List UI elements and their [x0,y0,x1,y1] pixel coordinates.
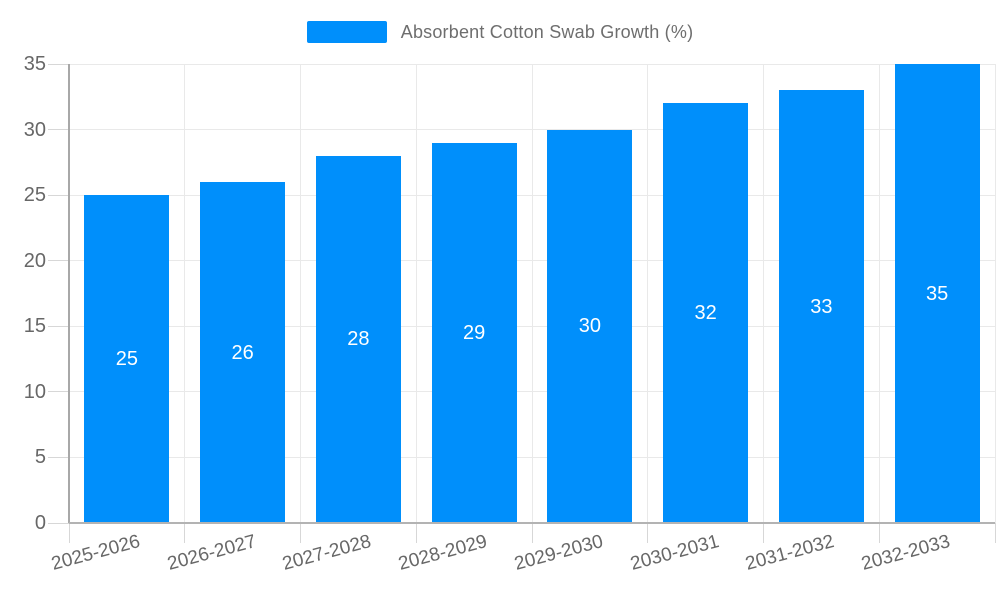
bar[interactable] [315,155,401,523]
bar[interactable] [547,129,633,523]
bar[interactable] [663,103,749,523]
y-axis-line [68,64,70,523]
x-axis-line [69,522,995,524]
y-axis-tick [48,63,69,65]
y-axis-label: 30 [23,118,46,141]
bar[interactable] [431,142,517,523]
bar-value-label: 28 [347,328,370,351]
y-axis-tick [48,260,69,262]
gridline-vertical [415,64,417,523]
y-axis-label: 25 [23,184,46,207]
gridline-vertical [531,64,533,523]
bar[interactable] [84,195,170,523]
bar[interactable] [200,182,286,523]
chart-legend[interactable]: Absorbent Cotton Swab Growth (%) [0,21,1000,43]
bar-value-label: 30 [578,315,601,338]
y-axis-label: 20 [23,249,46,272]
gridline-vertical [300,64,301,523]
x-axis-tick [763,523,764,543]
y-axis-label: 5 [34,446,46,469]
legend-swatch[interactable] [306,21,387,43]
gridline-vertical [647,64,649,523]
x-axis-tick [647,523,649,543]
bar-value-label: 35 [926,282,949,305]
y-axis-label: 0 [34,512,46,534]
y-axis-tick [48,391,69,393]
gridline-vertical [184,64,186,523]
x-axis-tick [531,523,533,543]
gridline-vertical [763,64,764,523]
x-axis-tick [878,523,880,543]
y-axis-tick [48,194,69,196]
bar-value-label: 25 [115,348,138,371]
gridline-vertical [994,64,996,523]
y-axis-label: 35 [23,53,46,75]
legend-label: Absorbent Cotton Swab Growth (%) [400,21,694,42]
bar-value-label: 29 [463,321,486,344]
x-axis-tick [994,523,996,543]
gridline-vertical [878,64,880,523]
y-axis-tick [48,129,69,131]
bar[interactable] [894,64,980,523]
x-axis-tick [415,523,417,543]
y-axis-tick [48,325,69,327]
y-axis-tick [48,456,69,458]
y-axis-tick [48,522,69,524]
x-axis-tick [184,523,186,543]
bar-value-label: 26 [231,341,254,364]
bar-value-label: 33 [810,295,833,318]
x-axis-tick [300,523,301,543]
y-axis-label: 15 [23,315,46,338]
x-axis-tick [68,523,70,543]
bar[interactable] [778,90,864,523]
y-axis-label: 10 [23,380,46,403]
bar-value-label: 32 [694,302,717,325]
